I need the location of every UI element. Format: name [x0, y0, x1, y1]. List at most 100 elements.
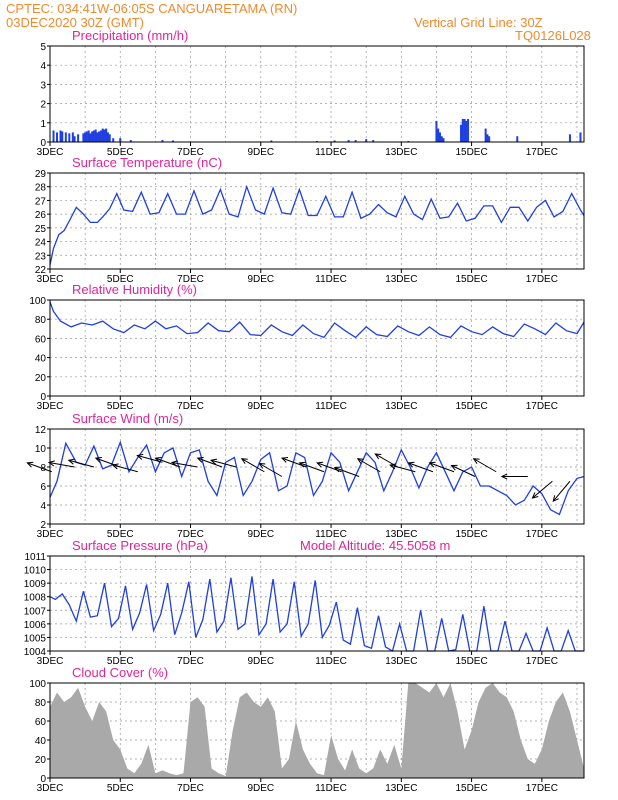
wind-arrow-shaft — [375, 453, 399, 468]
wind-arrow-shaft — [451, 465, 476, 477]
wind-arrow-head — [47, 460, 55, 467]
wind-arrow-head — [356, 458, 364, 464]
precip-bar — [568, 134, 571, 142]
wind-arrow-head — [111, 463, 119, 470]
y-tick-label: 26 — [35, 210, 47, 221]
x-tick-label: 11DEC — [315, 147, 347, 158]
wind-arrow — [500, 473, 528, 480]
wind-arrow-shaft — [429, 462, 455, 473]
wind-arrow-shaft — [408, 462, 434, 473]
x-tick-label: 3DEC — [37, 783, 64, 794]
cloud-panel: 0 20 40 60 80 100 3DEC 5DEC 7DEC 9DEC 11DEC 13DEC 15… — [29, 665, 585, 794]
y-tick-label: 1007 — [24, 606, 47, 617]
wind-arrow — [67, 458, 95, 468]
wind-arrow-head — [67, 458, 75, 465]
y-tick-label: 6 — [40, 482, 46, 493]
pressure-line — [49, 576, 584, 652]
precip-bar — [71, 132, 74, 142]
y-tick-label: 3 — [40, 80, 46, 91]
y-tick-label: 1011 — [24, 552, 46, 563]
x-tick-label: 11DEC — [315, 656, 347, 667]
wind-arrow — [333, 466, 360, 477]
precip-bar — [103, 129, 106, 142]
precip-bar — [84, 132, 87, 142]
precip-bar — [106, 132, 109, 142]
precip-bar — [105, 128, 108, 142]
wind-arrow-shaft — [552, 480, 571, 502]
y-tick-label: 100 — [29, 296, 46, 307]
precip-bar — [61, 131, 64, 142]
x-tick-label: 3DEC — [37, 529, 64, 540]
x-tick-label: 5DEC — [107, 783, 134, 794]
x-tick-label: 3DEC — [37, 274, 64, 285]
precip-bar — [89, 133, 92, 142]
y-tick-label: 27 — [35, 196, 47, 207]
wind-arrow — [26, 461, 52, 473]
pressure-panel: 1004 1005 1006 1007 1008 1009 1010 1011 3DEC 5DEC… — [24, 538, 585, 667]
wind-arrow-shaft — [473, 458, 497, 473]
y-tick-label: 80 — [35, 315, 47, 326]
wind-arrow-head — [154, 457, 162, 463]
wind-arrow-head — [450, 464, 458, 471]
x-tick-label: 11DEC — [315, 401, 347, 412]
wind-arrow — [170, 460, 198, 468]
x-tick-label: 3DEC — [37, 401, 64, 412]
wind-arrow — [428, 461, 455, 473]
humidity-line — [49, 301, 585, 339]
precip-bar — [64, 132, 67, 142]
x-tick-label: 13DEC — [385, 147, 417, 158]
run-date: 03DEC2020 30Z (GMT) — [6, 15, 144, 30]
x-tick-label: 11DEC — [315, 783, 347, 794]
y-tick-label: 5 — [40, 42, 46, 53]
precip-bar — [354, 140, 357, 142]
y-tick-label: 0 — [40, 138, 46, 149]
wind-arrow-head — [209, 458, 218, 465]
x-tick-label: 9DEC — [247, 401, 274, 412]
precip-bar — [108, 134, 111, 142]
pressure-title: Surface Pressure (hPa) — [72, 538, 208, 553]
wind-arrow-shaft — [112, 464, 138, 473]
y-tick-label: 20 — [35, 755, 47, 766]
x-tick-label: 9DEC — [247, 529, 274, 540]
y-tick-label: 2 — [40, 520, 46, 531]
y-tick-label: 60 — [35, 717, 47, 728]
x-tick-label: 13DEC — [385, 274, 417, 285]
precip-bar — [101, 128, 104, 142]
y-tick-label: 1005 — [24, 633, 47, 644]
wind-arrow — [240, 458, 265, 473]
precip-bar — [77, 134, 80, 142]
y-tick-label: 40 — [35, 354, 47, 365]
x-tick-label: 17DEC — [526, 401, 558, 412]
panel-frame — [49, 555, 585, 652]
precip-bar — [347, 140, 350, 142]
precip-bar — [68, 133, 71, 142]
x-tick-label: 7DEC — [177, 401, 204, 412]
wind-arrow-head — [136, 453, 144, 460]
wind-arrow-shaft — [197, 457, 223, 468]
panel-frame — [49, 682, 585, 779]
x-tick-label: 9DEC — [247, 656, 274, 667]
wind-arrow-shaft — [171, 461, 198, 468]
precip-bar — [438, 132, 441, 142]
precip-bar — [73, 136, 76, 142]
panel-frame — [49, 428, 585, 525]
temperature-panel: 22 23 24 25 26 27 28 29 3DEC 5DEC 7DEC 9DEC 11DEC 13D… — [35, 155, 585, 285]
precip-bar — [488, 136, 491, 142]
y-tick-label: 1004 — [24, 647, 47, 658]
wind-arrow-head — [316, 461, 324, 468]
x-tick-label: 17DEC — [526, 656, 558, 667]
wind-arrow — [552, 480, 571, 503]
x-tick-label: 3DEC — [37, 656, 64, 667]
x-tick-label: 15DEC — [455, 529, 487, 540]
x-tick-label: 5DEC — [107, 401, 134, 412]
panel-frame — [49, 172, 585, 270]
wind-panel: 246810123DEC5DEC7DEC9DEC11DEC13DEC15DEC1… — [26, 411, 585, 540]
precip-bar — [59, 130, 62, 142]
wind-arrow-shaft — [532, 480, 553, 499]
wind-arrow-shaft — [210, 459, 237, 468]
wind-arrow-head — [333, 466, 341, 473]
model-altitude: Model Altitude: 45.5058 m — [300, 538, 450, 553]
y-tick-label: 24 — [35, 238, 47, 249]
x-tick-label: 17DEC — [526, 783, 558, 794]
